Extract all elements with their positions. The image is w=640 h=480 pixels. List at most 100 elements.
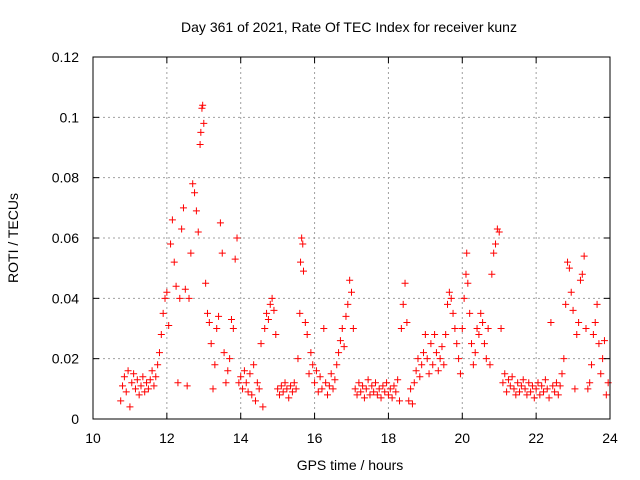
x-tick-label: 14	[233, 430, 249, 446]
data-point	[510, 385, 518, 393]
data-point	[571, 385, 579, 393]
grid-lines	[93, 57, 610, 419]
data-point	[150, 382, 158, 390]
data-point	[534, 379, 542, 387]
data-point	[183, 382, 191, 390]
data-point	[396, 397, 404, 405]
data-point	[344, 300, 352, 308]
data-point	[508, 373, 516, 381]
data-point	[323, 391, 331, 399]
data-point	[174, 379, 182, 387]
data-point	[141, 388, 149, 396]
data-point	[421, 331, 429, 339]
data-point	[418, 361, 426, 369]
data-point	[251, 397, 259, 405]
data-point	[209, 385, 217, 393]
data-point	[486, 361, 494, 369]
data-point	[322, 379, 330, 387]
data-point	[159, 309, 167, 317]
data-point	[198, 104, 206, 112]
data-point	[307, 349, 315, 357]
data-point	[248, 391, 256, 399]
data-point	[281, 379, 289, 387]
data-point	[137, 382, 145, 390]
data-point	[501, 370, 509, 378]
data-point	[139, 373, 147, 381]
data-point	[482, 355, 490, 363]
data-point	[460, 294, 468, 302]
data-point	[165, 321, 173, 329]
data-point	[516, 388, 524, 396]
data-point	[602, 391, 610, 399]
data-point	[257, 340, 265, 348]
data-point	[372, 379, 380, 387]
data-point	[285, 394, 293, 402]
data-point	[588, 361, 596, 369]
data-point	[327, 370, 335, 378]
data-point	[456, 370, 464, 378]
data-point	[274, 385, 282, 393]
data-point	[530, 394, 538, 402]
data-point	[506, 382, 514, 390]
data-point	[292, 385, 300, 393]
data-point	[227, 315, 235, 323]
data-point	[290, 379, 298, 387]
data-point	[157, 331, 165, 339]
data-point	[512, 391, 520, 399]
data-point	[277, 382, 285, 390]
data-point	[368, 382, 376, 390]
y-tick-label: 0	[71, 411, 79, 427]
data-point	[161, 294, 169, 302]
data-point	[194, 228, 202, 236]
data-point	[462, 270, 470, 278]
y-tick-label: 0.1	[60, 109, 80, 125]
data-point	[560, 355, 568, 363]
data-point	[362, 385, 370, 393]
data-point	[288, 388, 296, 396]
data-point	[196, 140, 204, 148]
data-point	[299, 240, 307, 248]
x-tick-label: 12	[159, 430, 175, 446]
data-point	[414, 355, 422, 363]
data-point	[554, 391, 562, 399]
x-axis-label: GPS time / hours	[297, 457, 404, 473]
data-point	[488, 270, 496, 278]
data-point	[154, 361, 162, 369]
data-point	[205, 318, 213, 326]
data-point	[220, 349, 228, 357]
data-point	[532, 385, 540, 393]
data-point	[432, 349, 440, 357]
data-point	[261, 325, 269, 332]
data-point	[397, 325, 405, 332]
data-point	[401, 279, 409, 287]
x-tick-labels: 10 12 14 16 18 20 22 24	[85, 430, 618, 446]
data-point	[233, 234, 241, 242]
data-point	[410, 379, 418, 387]
data-point	[469, 361, 477, 369]
data-point	[497, 325, 505, 332]
data-point	[268, 294, 276, 302]
data-point	[595, 340, 603, 348]
data-point	[458, 325, 466, 332]
data-point	[388, 394, 396, 402]
data-point	[538, 382, 546, 390]
x-tick-label: 10	[85, 430, 101, 446]
data-point	[408, 400, 416, 408]
data-point	[264, 315, 272, 323]
data-point	[122, 388, 130, 396]
data-point	[283, 385, 291, 393]
y-tick-labels: 0 0.02 0.04 0.06 0.08 0.1 0.12	[52, 49, 79, 427]
data-point	[305, 370, 313, 378]
data-point	[316, 373, 324, 381]
data-points	[117, 101, 612, 411]
data-point	[126, 403, 134, 411]
data-point	[181, 285, 189, 293]
data-point	[551, 388, 559, 396]
data-point	[224, 367, 232, 375]
data-point	[463, 249, 471, 257]
data-point	[191, 189, 199, 197]
data-point	[558, 370, 566, 378]
data-point	[366, 391, 374, 399]
data-point	[259, 403, 267, 411]
x-tick-label: 22	[528, 430, 544, 446]
